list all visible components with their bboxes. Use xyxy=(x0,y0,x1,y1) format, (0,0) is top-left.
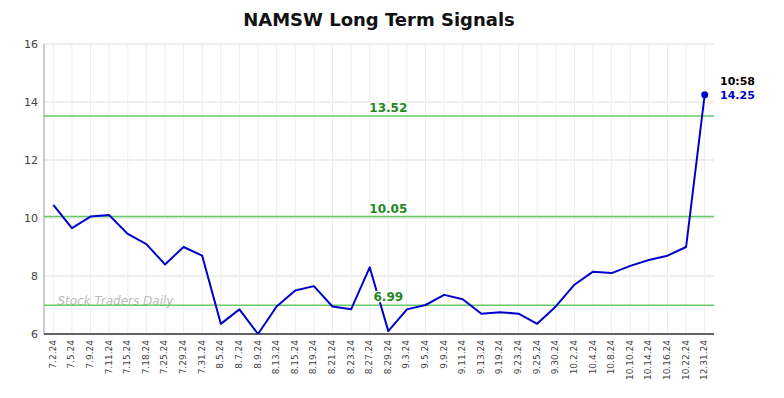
x-tick-label: 9.5.24 xyxy=(420,340,430,369)
grid-line-x xyxy=(90,44,91,334)
x-tick-label: 8.27.24 xyxy=(364,340,374,375)
x-tick-label: 8.15.24 xyxy=(290,340,300,375)
grid-line-x xyxy=(481,44,482,334)
grid-line-x xyxy=(276,44,277,334)
grid-line-x xyxy=(258,44,259,334)
x-tick-label: 7.11.24 xyxy=(104,340,114,375)
x-tick-label: 10.10.24 xyxy=(625,340,635,380)
line xyxy=(53,95,704,334)
y-tick-label: 10 xyxy=(24,212,38,225)
x-tick-label: 10.2.24 xyxy=(569,340,579,375)
grid-line-x xyxy=(239,44,240,334)
x-tick-label: 8.13.24 xyxy=(271,340,281,375)
grid-line-x xyxy=(462,44,463,334)
x-tick-label: 7.31.24 xyxy=(197,340,207,375)
y-tick-label: 8 xyxy=(31,270,38,283)
grid-line-x xyxy=(630,44,631,334)
grid-line-y xyxy=(44,218,714,219)
x-tick-label: 10.16.24 xyxy=(662,340,672,380)
x-tick-label: 8.21.24 xyxy=(327,340,337,375)
y-axis-line xyxy=(44,44,45,334)
grid-line-x xyxy=(369,44,370,334)
x-tick-label: 9.25.24 xyxy=(532,340,542,375)
grid-line-x xyxy=(555,44,556,334)
x-tick-label: 7.2.24 xyxy=(48,340,58,369)
y-tick-label: 6 xyxy=(31,328,38,341)
grid-line-x xyxy=(574,44,575,334)
x-tick-label: 10.14.24 xyxy=(643,340,653,380)
x-tick-label: 7.15.24 xyxy=(122,340,132,375)
grid-line-x xyxy=(202,44,203,334)
grid-line-x xyxy=(183,44,184,334)
grid-line-x xyxy=(109,44,110,334)
x-tick-label: 8.19.24 xyxy=(308,340,318,375)
grid-line-x xyxy=(127,44,128,334)
grid-line-x xyxy=(667,44,668,334)
x-tick-label: 8.23.24 xyxy=(346,340,356,375)
y-tick-label: 16 xyxy=(24,38,38,51)
title: NAMSW Long Term Signals xyxy=(243,9,515,30)
annotation-label: 10:58 xyxy=(720,75,755,88)
reference-line xyxy=(44,305,714,307)
x-tick-label: 9.3.24 xyxy=(401,340,411,369)
plot-area xyxy=(44,91,714,334)
grid-line-x xyxy=(406,44,407,334)
grid-line-x xyxy=(499,44,500,334)
grid-line-y xyxy=(44,334,714,335)
reference-line xyxy=(44,115,714,117)
chart: 6 8 10 12 14 16 7.2.24 7.5.24 7.9.24 7.11.24 7.15.… xyxy=(0,0,784,398)
x-tick-label: 10.4.24 xyxy=(588,340,598,375)
x-tick-label: 9.23.24 xyxy=(513,340,523,375)
reference-line-label: 10.05 xyxy=(369,202,407,216)
reference-line xyxy=(44,216,714,218)
grid-line-x xyxy=(444,44,445,334)
grid-line-y xyxy=(44,44,714,45)
grid-line-x xyxy=(164,44,165,334)
x-tick-label: 8.7.24 xyxy=(234,340,244,369)
grid-line-x xyxy=(220,44,221,334)
x-tick-label: 8.9.24 xyxy=(253,340,263,369)
x-tick-label: 7.5.24 xyxy=(66,340,76,369)
grid-line-x xyxy=(518,44,519,334)
grid-line-x xyxy=(332,44,333,334)
grid-line-x xyxy=(425,44,426,334)
grid-line-x xyxy=(537,44,538,334)
grid-line-x xyxy=(53,44,54,334)
x-axis-line xyxy=(44,333,714,335)
grid-line-x xyxy=(648,44,649,334)
y-tick-label: 14 xyxy=(24,96,38,109)
annotation-value: 14.25 xyxy=(720,89,755,102)
grid-line-x xyxy=(71,44,72,334)
x-tick-label: 9.19.24 xyxy=(494,340,504,375)
grid-line-x xyxy=(313,44,314,334)
x-tick-label: 12.31.24 xyxy=(699,340,709,380)
grid-line-x xyxy=(146,44,147,334)
x-tick-label: 7.29.24 xyxy=(178,340,188,375)
x-tick-label: 7.25.24 xyxy=(159,340,169,375)
last-point xyxy=(701,91,708,98)
x-tick-label: 9.13.24 xyxy=(476,340,486,375)
grid xyxy=(44,44,714,334)
x-tick-label: 10.22.24 xyxy=(681,340,691,380)
x-tick-label: 7.18.24 xyxy=(141,340,151,375)
x-tick-label: 8.5.24 xyxy=(215,340,225,369)
reference-line-label: 6.99 xyxy=(374,290,404,304)
grid-line-y xyxy=(44,160,714,161)
grid-line-x xyxy=(686,44,687,334)
grid-line-x xyxy=(593,44,594,334)
y-tick-label: 12 xyxy=(24,154,38,167)
x-tick-label: 7.9.24 xyxy=(85,340,95,369)
x-tick-label: 9.11.24 xyxy=(457,340,467,375)
reference-line-label: 13.52 xyxy=(369,101,407,115)
grid-line-y xyxy=(44,276,714,277)
x-tick-label: 9.30.24 xyxy=(550,340,560,375)
grid-line-x xyxy=(704,44,705,334)
grid-line-x xyxy=(611,44,612,334)
x-tick-label: 8.29.24 xyxy=(383,340,393,375)
grid-line-x xyxy=(351,44,352,334)
x-tick-label: 9.9.24 xyxy=(439,340,449,369)
x-tick-label: 10.8.24 xyxy=(606,340,616,375)
